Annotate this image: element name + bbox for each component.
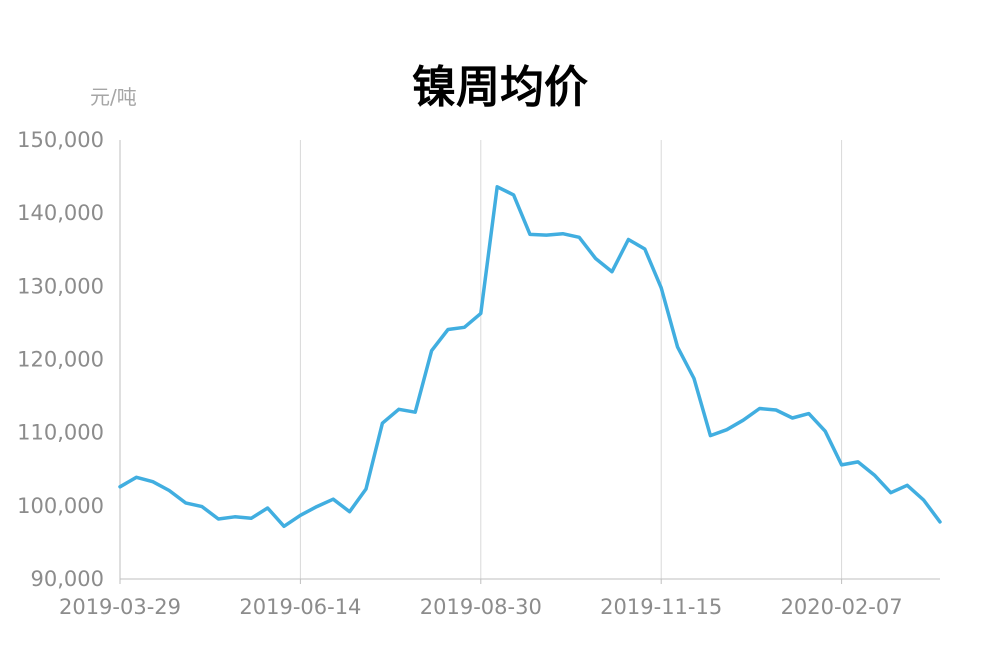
y-tick-labels: 90,000 100,000 110,000 120,000 130,000 140,00…: [17, 128, 104, 591]
y-tick-label: 120,000: [17, 348, 104, 372]
y-tick-label: 110,000: [17, 421, 104, 445]
x-tick-label: 2019-11-15: [600, 595, 722, 619]
y-tick-label: 150,000: [17, 128, 104, 152]
y-axis-unit-label: 元/吨: [90, 85, 137, 109]
series-layer: [118, 185, 942, 529]
gridlines: [299, 140, 843, 579]
x-tick-label: 2019-08-30: [420, 595, 542, 619]
y-tick-label: 130,000: [17, 274, 104, 298]
x-tick-labels: 2019-03-29 2019-06-14 2019-08-30 2019-11-15…: [59, 595, 903, 619]
y-tick-label: 100,000: [17, 494, 104, 518]
x-tick-label: 2019-06-14: [239, 595, 361, 619]
y-tick-label: 140,000: [17, 201, 104, 225]
x-tick-label: 2020-02-07: [781, 595, 903, 619]
chart-title: 镍周均价: [412, 62, 588, 113]
y-tick-label: 90,000: [31, 567, 104, 591]
series-line: [118, 185, 942, 529]
axes: [119, 140, 940, 584]
x-tick-label: 2019-03-29: [59, 595, 181, 619]
